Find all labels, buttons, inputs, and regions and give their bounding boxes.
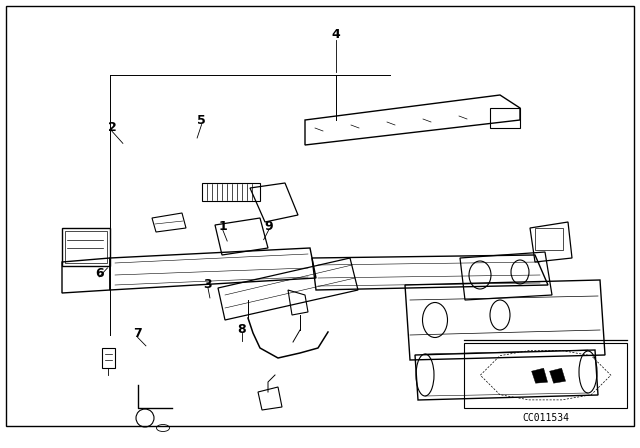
Text: 7: 7 <box>133 327 142 340</box>
Text: 9: 9 <box>264 220 273 233</box>
Bar <box>464 343 627 408</box>
Bar <box>202 183 260 201</box>
Polygon shape <box>532 368 548 383</box>
Polygon shape <box>550 368 566 383</box>
Text: 4: 4 <box>332 28 340 42</box>
Bar <box>535 228 563 250</box>
Text: 5: 5 <box>197 114 206 128</box>
Text: 3: 3 <box>204 278 212 291</box>
Bar <box>65 231 107 263</box>
Text: 1: 1 <box>218 220 227 233</box>
Text: 6: 6 <box>95 267 104 280</box>
Bar <box>62 228 110 266</box>
Bar <box>490 108 520 128</box>
Bar <box>102 348 115 368</box>
Text: 2: 2 <box>108 121 116 134</box>
Text: 8: 8 <box>237 323 246 336</box>
Text: CC011534: CC011534 <box>522 413 569 422</box>
